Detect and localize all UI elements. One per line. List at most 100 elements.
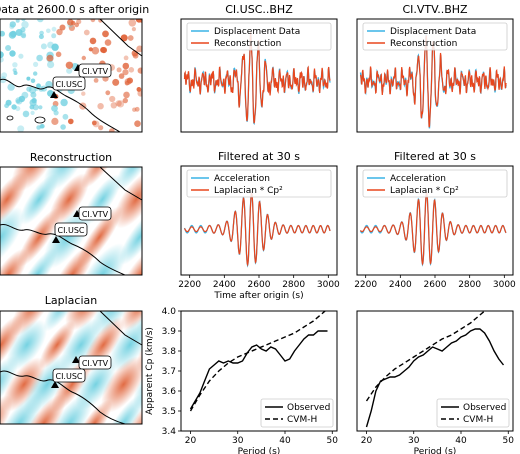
data-dot [11, 104, 17, 110]
series-line-laplacian-cp- [183, 191, 331, 267]
coastline [0, 370, 126, 424]
data-dot [9, 50, 16, 57]
data-dot [104, 39, 112, 46]
map1-title: Data at 2600.0 s after origin [0, 3, 149, 16]
data-dot [19, 30, 26, 38]
legend-label: Displacement Data [390, 27, 476, 37]
data-dot [4, 103, 9, 109]
station-label: CI.VTV [82, 67, 109, 76]
data-dot [65, 61, 74, 69]
x-tick-label: 2600 [424, 280, 447, 290]
wave-band [81, 167, 121, 189]
data-dot [122, 69, 129, 76]
x-tick-label: 30 [408, 436, 420, 446]
data-dot [91, 120, 97, 126]
data-dot [74, 22, 79, 28]
data-dot [21, 19, 26, 22]
data-dot [46, 28, 51, 34]
chart-title: Filtered at 30 s [218, 150, 300, 163]
y-tick-label: 3.8 [162, 347, 177, 357]
legend-box [186, 22, 332, 51]
wave-band [120, 311, 142, 331]
y-tick-label: 3.6 [162, 387, 177, 397]
data-dot [0, 56, 4, 63]
chart-usc-waveform: CI.USC..BHZ Displacement Data Reconstructi… [180, 3, 338, 133]
data-dot [32, 104, 39, 111]
data-dot [120, 34, 128, 42]
data-dot [81, 91, 86, 96]
data-dot [36, 54, 43, 62]
legend-label: Reconstruction [214, 39, 281, 49]
x-tick-label: 2600 [248, 280, 271, 290]
y-axis-label: Apparent Cp (km/s) [145, 327, 155, 415]
x-tick-label: 2400 [389, 280, 412, 290]
data-dot [36, 125, 41, 130]
coastline [0, 223, 126, 275]
legend-box [362, 22, 508, 51]
station-label: CI.USC [57, 226, 84, 235]
wave-band [43, 167, 90, 191]
data-dot [38, 105, 43, 110]
legend-box [436, 398, 510, 428]
data-dot [10, 30, 17, 38]
data-dot [15, 29, 23, 36]
wave-band [10, 311, 58, 337]
island [6, 115, 14, 121]
legend-label: Laplacian * Cp² [390, 186, 459, 196]
data-dot [136, 87, 142, 92]
data-dot [134, 120, 141, 127]
chart-vtv-apparent-velocity: 20 30 40 50 Period (s) Observed CVM-H [356, 310, 514, 454]
station-usc: CI.USC [50, 76, 86, 98]
data-dot [21, 21, 29, 29]
chart-usc-filtered: Filtered at 30 s Acceleration Laplacian * … [178, 150, 340, 301]
data-dot [51, 105, 58, 112]
data-dot [21, 91, 29, 99]
data-dot [90, 19, 96, 23]
series-line-observed [365, 328, 505, 428]
data-dot [116, 67, 122, 73]
data-dot [7, 83, 15, 91]
chart-title: CI.USC..BHZ [225, 3, 293, 16]
x-axis-label: Period (s) [414, 447, 457, 454]
data-dot [92, 120, 100, 128]
data-dot [137, 67, 142, 74]
data-dot [109, 95, 116, 103]
station-label: CI.USC [55, 372, 82, 381]
station-label: CI.VTV [82, 359, 109, 368]
legend-label: Laplacian * Cp² [214, 186, 283, 196]
legend-box [260, 398, 334, 428]
data-dot [45, 80, 53, 89]
data-dot [12, 68, 17, 73]
legend-box [362, 169, 508, 198]
legend-label: Acceleration [214, 174, 270, 184]
wave-band [91, 311, 139, 337]
data-dot [60, 124, 66, 130]
data-dot [0, 30, 5, 37]
data-dot [22, 110, 30, 118]
legend-box [186, 169, 332, 198]
data-dot [88, 47, 93, 52]
data-dot [33, 71, 38, 76]
data-dot [39, 30, 44, 36]
x-tick-label: 2800 [282, 280, 305, 290]
wave-band [113, 170, 142, 229]
data-dot [33, 61, 39, 67]
y-tick-label: 3.4 [162, 427, 177, 437]
data-dot [122, 97, 128, 104]
wave-band [43, 205, 93, 269]
data-dot [66, 67, 73, 74]
x-tick-label: 40 [455, 436, 467, 446]
wave-band [115, 167, 142, 191]
state-border [99, 166, 143, 201]
data-dot [131, 27, 136, 32]
data-dot [31, 97, 37, 104]
y-tick-label: 3.5 [162, 407, 176, 417]
y-tick-label: 3.7 [162, 367, 176, 377]
x-tick-label: 2200 [178, 280, 201, 290]
wave-band [48, 173, 90, 226]
data-dot [68, 118, 74, 125]
data-dot [9, 24, 15, 30]
station-label: CI.USC [55, 80, 82, 89]
data-dot [67, 19, 74, 26]
